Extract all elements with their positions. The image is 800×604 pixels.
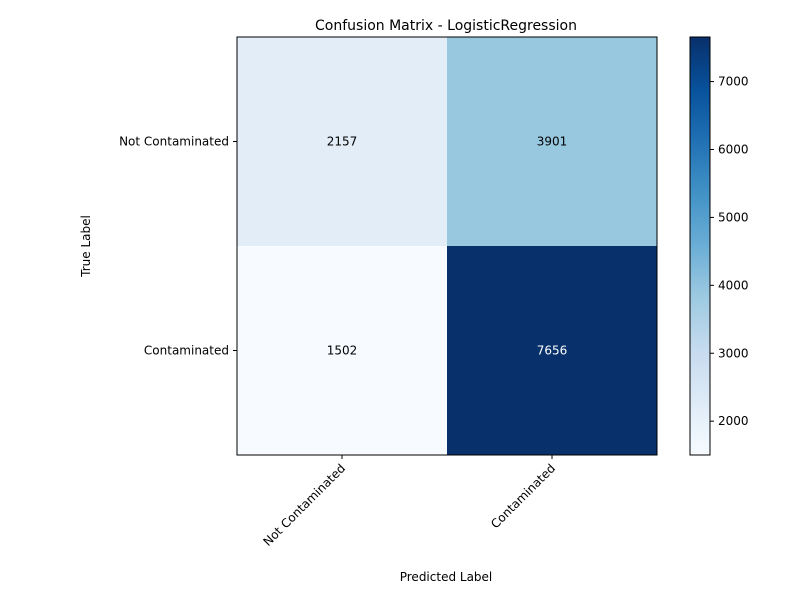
y-tick-label: Not Contaminated [119, 135, 229, 149]
y-tick-label: Contaminated [144, 344, 229, 358]
colorbar [689, 36, 711, 456]
cell-value-label: 2157 [327, 135, 358, 149]
heatmap-cell-labels: 2157 3901 1502 7656 [327, 135, 568, 358]
colorbar-tick-label: 7000 [718, 75, 749, 89]
chart-title: Confusion Matrix - LogisticRegression [315, 18, 577, 34]
colorbar-tick-label: 5000 [718, 210, 749, 224]
colorbar-ticks: 2000 3000 4000 5000 6000 7000 [710, 75, 749, 428]
colorbar-tick-label: 3000 [718, 346, 749, 360]
heatmap-cells [237, 37, 657, 455]
heatmap-cell [237, 37, 447, 246]
heatmap-cell [447, 37, 657, 246]
x-tick-label: Contaminated [488, 461, 558, 531]
y-axis: Not Contaminated Contaminated [119, 135, 237, 358]
colorbar-tick-label: 4000 [718, 278, 749, 292]
plot-frame [236, 36, 658, 456]
y-axis-label: True Label [79, 215, 93, 278]
heatmap-cell [237, 246, 447, 455]
cell-value-label: 1502 [327, 344, 358, 358]
x-axis-label: Predicted Label [400, 570, 493, 584]
heatmap-cell [447, 246, 657, 455]
cell-value-label: 7656 [537, 344, 568, 358]
x-tick-label: Not Contaminated [260, 461, 348, 549]
x-axis: Not Contaminated Contaminated [260, 455, 558, 549]
cell-value-label: 3901 [537, 135, 568, 149]
colorbar-tick-label: 2000 [718, 414, 749, 428]
colorbar-tick-label: 6000 [718, 142, 749, 156]
